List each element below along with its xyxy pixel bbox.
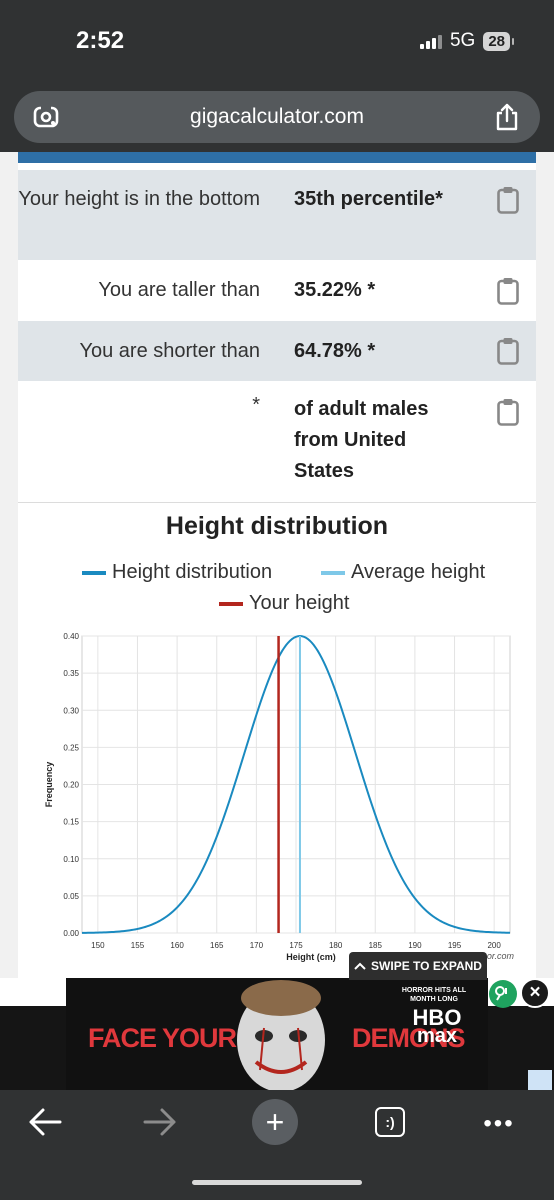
clown-face-image	[237, 980, 325, 1090]
y-tick-label: 0.25	[63, 743, 79, 752]
x-tick-label: 185	[369, 941, 383, 950]
browser-toolbar: gigacalculator.com	[0, 86, 554, 152]
x-tick-label: 150	[91, 941, 105, 950]
y-tick-label: 0.10	[63, 855, 79, 864]
ad-headline-right: DEMONS	[352, 1023, 466, 1053]
section-header-strip	[18, 152, 536, 163]
swipe-to-expand-button[interactable]: SWIPE TO EXPAND	[349, 952, 487, 980]
clipboard-icon[interactable]	[497, 398, 519, 426]
ad-banner[interactable]: FACE YOUR DEMONS HORROR HITS ALL MONTH L…	[66, 978, 488, 1090]
new-tab-button[interactable]: +	[252, 1099, 298, 1145]
result-row-percentile: Your height is in the bottom 35th percen…	[18, 170, 536, 261]
share-icon[interactable]	[494, 103, 520, 131]
home-indicator	[192, 1180, 362, 1185]
y-tick-label: 0.35	[63, 669, 79, 678]
status-bar: 2:52 5G 28	[0, 0, 554, 86]
result-value: of adult males from United States	[294, 398, 429, 482]
page-margin-right	[536, 152, 554, 978]
x-tick-label: 190	[408, 941, 422, 950]
more-menu-button[interactable]: •••	[483, 1110, 515, 1137]
y-tick-label: 0.30	[63, 706, 79, 715]
legend-swatch	[82, 570, 106, 575]
result-value: 35.22% *	[294, 279, 376, 301]
x-tick-label: 170	[250, 941, 264, 950]
x-tick-label: 180	[329, 941, 343, 950]
web-page: Your height is in the bottom 35th percen…	[0, 152, 554, 978]
tab-switcher-button[interactable]: :)	[375, 1107, 405, 1137]
results-table: Your height is in the bottom 35th percen…	[18, 170, 536, 503]
legend-swatch	[321, 570, 345, 575]
series-height-distribution	[81, 634, 511, 934]
result-label: Your height is in the bottom	[18, 188, 260, 210]
result-label: You are taller than	[98, 279, 260, 301]
url-text[interactable]: gigacalculator.com	[190, 105, 364, 128]
result-label: *	[252, 394, 260, 416]
x-tick-label: 165	[210, 941, 224, 950]
chart-title: Height distribution	[165, 512, 389, 540]
clipboard-icon[interactable]	[497, 337, 519, 365]
clipboard-icon[interactable]	[497, 186, 519, 214]
result-value: 35th percentile*	[294, 188, 443, 210]
result-value: 64.78% *	[294, 340, 376, 362]
chevron-up-icon	[354, 962, 366, 970]
back-arrow-icon[interactable]	[27, 1107, 63, 1137]
ad-info-icon[interactable]	[528, 1070, 552, 1090]
legend-item-your-height[interactable]: Your height	[219, 592, 349, 615]
network-label: 5G	[449, 30, 476, 51]
x-tick-label: 155	[131, 941, 145, 950]
logo-line: max	[416, 1025, 458, 1047]
legend-label: Height distribution	[112, 561, 273, 583]
result-label: You are shorter than	[79, 340, 261, 362]
status-time: 2:52	[76, 27, 125, 54]
result-row-population: * of adult males from United States	[18, 382, 536, 503]
legend-label: Your height	[249, 592, 350, 614]
y-tick-label: 0.20	[63, 781, 79, 790]
status-indicators: 5G 28	[419, 30, 514, 52]
signal-icon	[419, 33, 442, 49]
x-tick-label: 175	[289, 941, 303, 950]
y-tick-label: 0.00	[63, 929, 79, 938]
clipboard-icon[interactable]	[497, 277, 519, 305]
legend-item-distribution[interactable]: Height distribution	[82, 561, 272, 584]
hbo-max-logo: HBO max	[410, 1005, 464, 1047]
result-row-shorter: You are shorter than 64.78% *	[18, 321, 536, 382]
page-margin-left	[0, 152, 18, 978]
swipe-label: SWIPE TO EXPAND	[371, 959, 482, 973]
x-tick-label: 160	[170, 941, 184, 950]
close-ad-button[interactable]: ×	[520, 978, 550, 1008]
logo-line: HBO	[412, 1005, 462, 1030]
forward-arrow-icon[interactable]	[142, 1107, 178, 1137]
x-tick-label: 195	[448, 941, 462, 950]
legend-swatch	[219, 601, 243, 606]
x-axis-label: Height (cm)	[286, 952, 336, 962]
watermark-text: or.com	[487, 951, 515, 961]
ad-small-text: HORROR HITS ALL MONTH LONG	[401, 987, 467, 1003]
y-tick-label: 0.40	[63, 632, 79, 641]
result-row-taller: You are taller than 35.22% *	[18, 261, 536, 321]
x-tick-label: 200	[487, 941, 501, 950]
address-bar[interactable]: gigacalculator.com	[14, 91, 540, 143]
y-tick-label: 0.05	[63, 892, 79, 901]
ad-headline-left: FACE YOUR	[88, 1023, 237, 1053]
battery-icon: 28	[483, 31, 514, 51]
y-axis-label: Frequency	[44, 762, 54, 808]
y-tick-label: 0.15	[63, 818, 79, 827]
lens-search-icon[interactable]	[33, 104, 59, 130]
legend-label: Average height	[351, 561, 486, 583]
ad-choices-icon[interactable]	[489, 980, 517, 1008]
legend-item-average[interactable]: Average height	[321, 561, 485, 584]
height-distribution-chart: 0.00 0.05 0.10 0.15 0.20 0.25 0.30 0.35 0.40 150 1…	[44, 632, 515, 962]
